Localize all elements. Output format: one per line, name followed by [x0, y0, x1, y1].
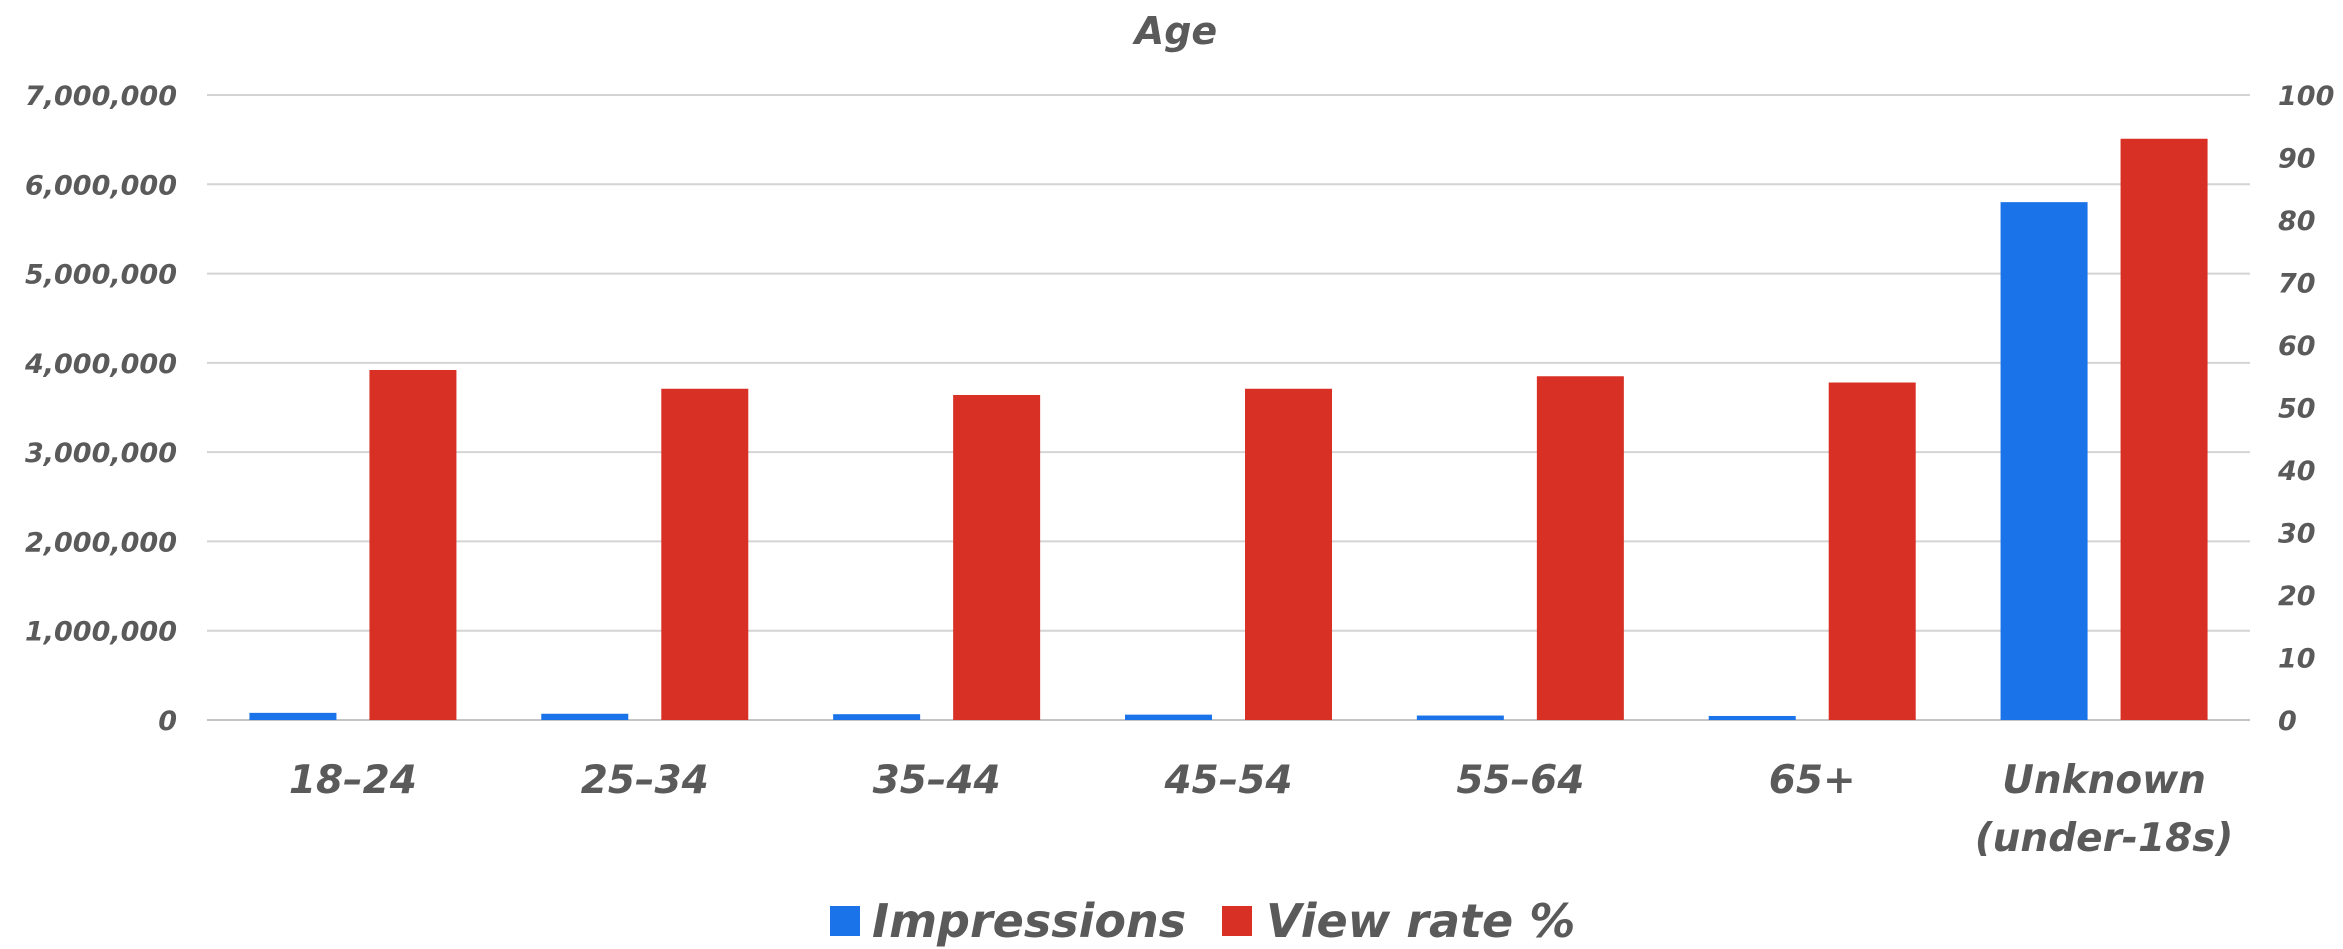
view-rate-bar	[369, 370, 457, 720]
right-tick-label: 40	[2277, 456, 2316, 487]
legend-label-impressions: Impressions	[872, 894, 1186, 948]
category-label: 18–24	[289, 758, 417, 803]
left-tick-label: 5,000,000	[25, 260, 177, 291]
right-tick-label: 90	[2278, 144, 2316, 175]
left-tick-label: 3,000,000	[25, 438, 177, 469]
category-label: 35–44	[873, 758, 1001, 803]
impressions-bar	[1708, 715, 1796, 720]
impressions-bar	[1125, 714, 1212, 720]
right-tick-label: 100	[2278, 81, 2334, 112]
right-tick-label: 80	[2278, 206, 2316, 237]
right-tick-label: 0	[2278, 706, 2297, 737]
impressions-bar	[249, 712, 337, 720]
left-tick-label: 6,000,000	[25, 170, 177, 201]
impressions-bar	[2000, 202, 2088, 721]
category-label: Unknown	[2002, 758, 2206, 803]
right-tick-label: 10	[2278, 644, 2316, 675]
right-tick-label: 70	[2278, 269, 2316, 300]
bars	[249, 138, 2208, 721]
view-rate-bar	[2120, 138, 2208, 720]
legend-label-view-rate: View rate %	[1266, 894, 1575, 948]
view-rate-bar	[1536, 376, 1624, 720]
legend-swatch-impressions	[830, 906, 860, 936]
left-tick-label: 7,000,000	[25, 81, 177, 112]
chart-title: Age	[1132, 9, 1217, 53]
view-rate-bar	[661, 388, 749, 720]
right-tick-label: 50	[2278, 394, 2316, 425]
left-tick-label: 1,000,000	[25, 617, 177, 648]
legend: Impressions View rate %	[830, 894, 1575, 948]
category-labels: 18–24 25–34 35–44 45–54 55–64 65+ Unknown (unde…	[289, 758, 2233, 861]
right-axis: 0 10 20 30 40 50 60 70 80 90 100	[2277, 81, 2334, 737]
view-rate-bar	[953, 395, 1041, 720]
category-label: 65+	[1769, 758, 1856, 803]
view-rate-bar	[1828, 382, 1916, 720]
left-axis: 0 1,000,000 2,000,000 3,000,000 4,000,000 5,0…	[24, 81, 177, 737]
category-label: 45–54	[1163, 758, 1292, 803]
impressions-bar	[1416, 715, 1504, 720]
right-tick-label: 20	[2278, 581, 2316, 612]
view-rate-bar	[1245, 388, 1332, 720]
category-label: (under-18s)	[1975, 816, 2233, 861]
right-tick-label: 60	[2278, 331, 2316, 362]
left-tick-label: 0	[158, 706, 177, 737]
gridlines	[207, 94, 2250, 721]
left-tick-label: 4,000,000	[24, 349, 177, 380]
left-tick-label: 2,000,000	[25, 527, 177, 558]
impressions-bar	[541, 713, 629, 720]
right-tick-label: 30	[2278, 519, 2316, 550]
category-label: 55–64	[1456, 758, 1584, 803]
legend-swatch-view-rate	[1222, 906, 1252, 936]
impressions-bar	[833, 714, 921, 720]
category-label: 25–34	[581, 758, 709, 803]
